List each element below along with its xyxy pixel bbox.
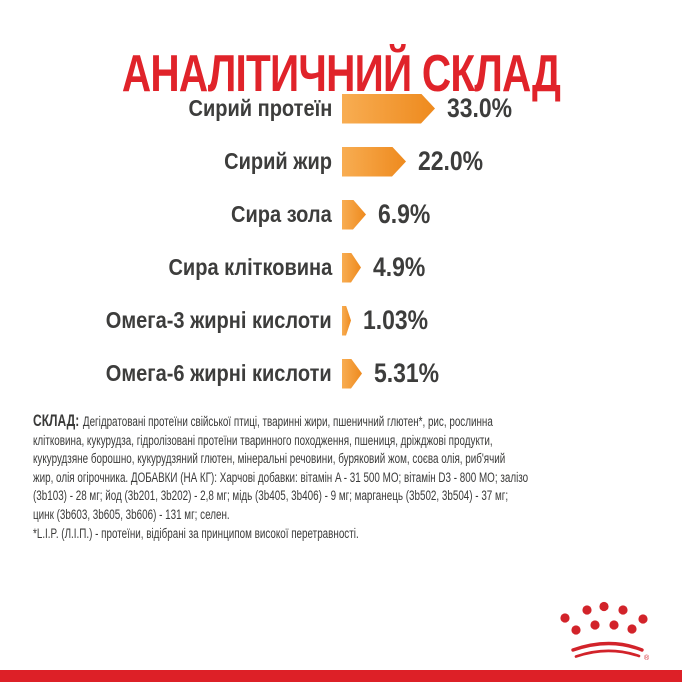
nutrient-value: 22.0% (418, 146, 484, 176)
crown-dots (560, 601, 648, 635)
nutrient-label: Сира клітковина (168, 254, 332, 280)
chart-row: Сирий жир 22.0% (0, 135, 682, 188)
composition-line: *L.I.P. (Л.І.П.) - протеїни, відібрані з… (33, 525, 359, 541)
value-bar (342, 252, 361, 283)
nutrient-label: Омега-3 жирні кислоти (106, 307, 332, 333)
page-title: АНАЛІТИЧНИЙ СКЛАД (121, 44, 561, 103)
composition-line: цинк (3b603, 3b605, 3b606) - 131 мг; сел… (33, 506, 230, 522)
composition-line: клітковина, кукурудза, гідролізовані про… (33, 432, 493, 448)
crown-dot (618, 605, 628, 615)
composition-line: СКЛАД: Дегідратовані протеїни свійської п… (33, 412, 500, 432)
composition-chart: Сирий протеїн 33.0% Сирий жир 22.0% Сира зол… (0, 82, 682, 400)
composition-heading: СКЛАД: (33, 412, 80, 430)
nutrient-value: 6.9% (378, 199, 431, 229)
composition-text: СКЛАД: Дегідратовані протеїни свійської п… (33, 412, 673, 543)
nutrient-value: 33.0% (447, 93, 513, 123)
footer-red-bar (0, 670, 682, 682)
crown-dot (590, 620, 600, 630)
chart-row: Сирий протеїн 33.0% (0, 82, 682, 135)
nutrient-label: Сирий жир (224, 148, 332, 174)
value-bar (342, 358, 362, 389)
crown-dot (609, 620, 619, 630)
chart-row: Сира зола 6.9% (0, 188, 682, 241)
nutrient-value: 5.31% (374, 358, 440, 388)
crown-arc-upper (571, 641, 644, 652)
nutrient-label: Сирий протеїн (188, 95, 332, 121)
crown-dot (571, 625, 581, 635)
crown-dot (582, 605, 592, 615)
value-bar (342, 93, 435, 124)
value-bar (342, 146, 406, 177)
value-bar (342, 199, 366, 230)
nutrient-label: Сира зола (231, 201, 332, 227)
royal-canin-crown-logo: ® (560, 601, 650, 662)
composition-line-text: Дегідратовані протеїни свійської птиці, … (82, 414, 493, 429)
crown-dot (638, 614, 648, 624)
nutrient-value: 4.9% (373, 252, 426, 282)
crown-arc-lower (574, 649, 641, 658)
crown-dot (599, 601, 609, 612)
crown-dot (560, 613, 570, 623)
registered-mark: ® (644, 654, 650, 662)
chart-row: Омега-6 жирні кислоти 5.31% (0, 347, 682, 400)
composition-line: (3b103) - 28 мг; йод (3b201, 3b202) - 2,… (33, 488, 509, 504)
value-bar (342, 305, 351, 336)
chart-row: Сира клітковина 4.9% (0, 241, 682, 294)
nutrient-value: 1.03% (363, 305, 429, 335)
crown-dot (627, 624, 637, 634)
composition-line: кукурудзяне борошно, кукурудзяний глютен… (33, 451, 506, 467)
composition-line: жир, олія огірочника. ДОБАВКИ (НА КГ): Х… (33, 469, 529, 485)
nutrient-label: Омега-6 жирні кислоти (106, 360, 332, 386)
chart-row: Омега-3 жирні кислоти 1.03% (0, 294, 682, 347)
